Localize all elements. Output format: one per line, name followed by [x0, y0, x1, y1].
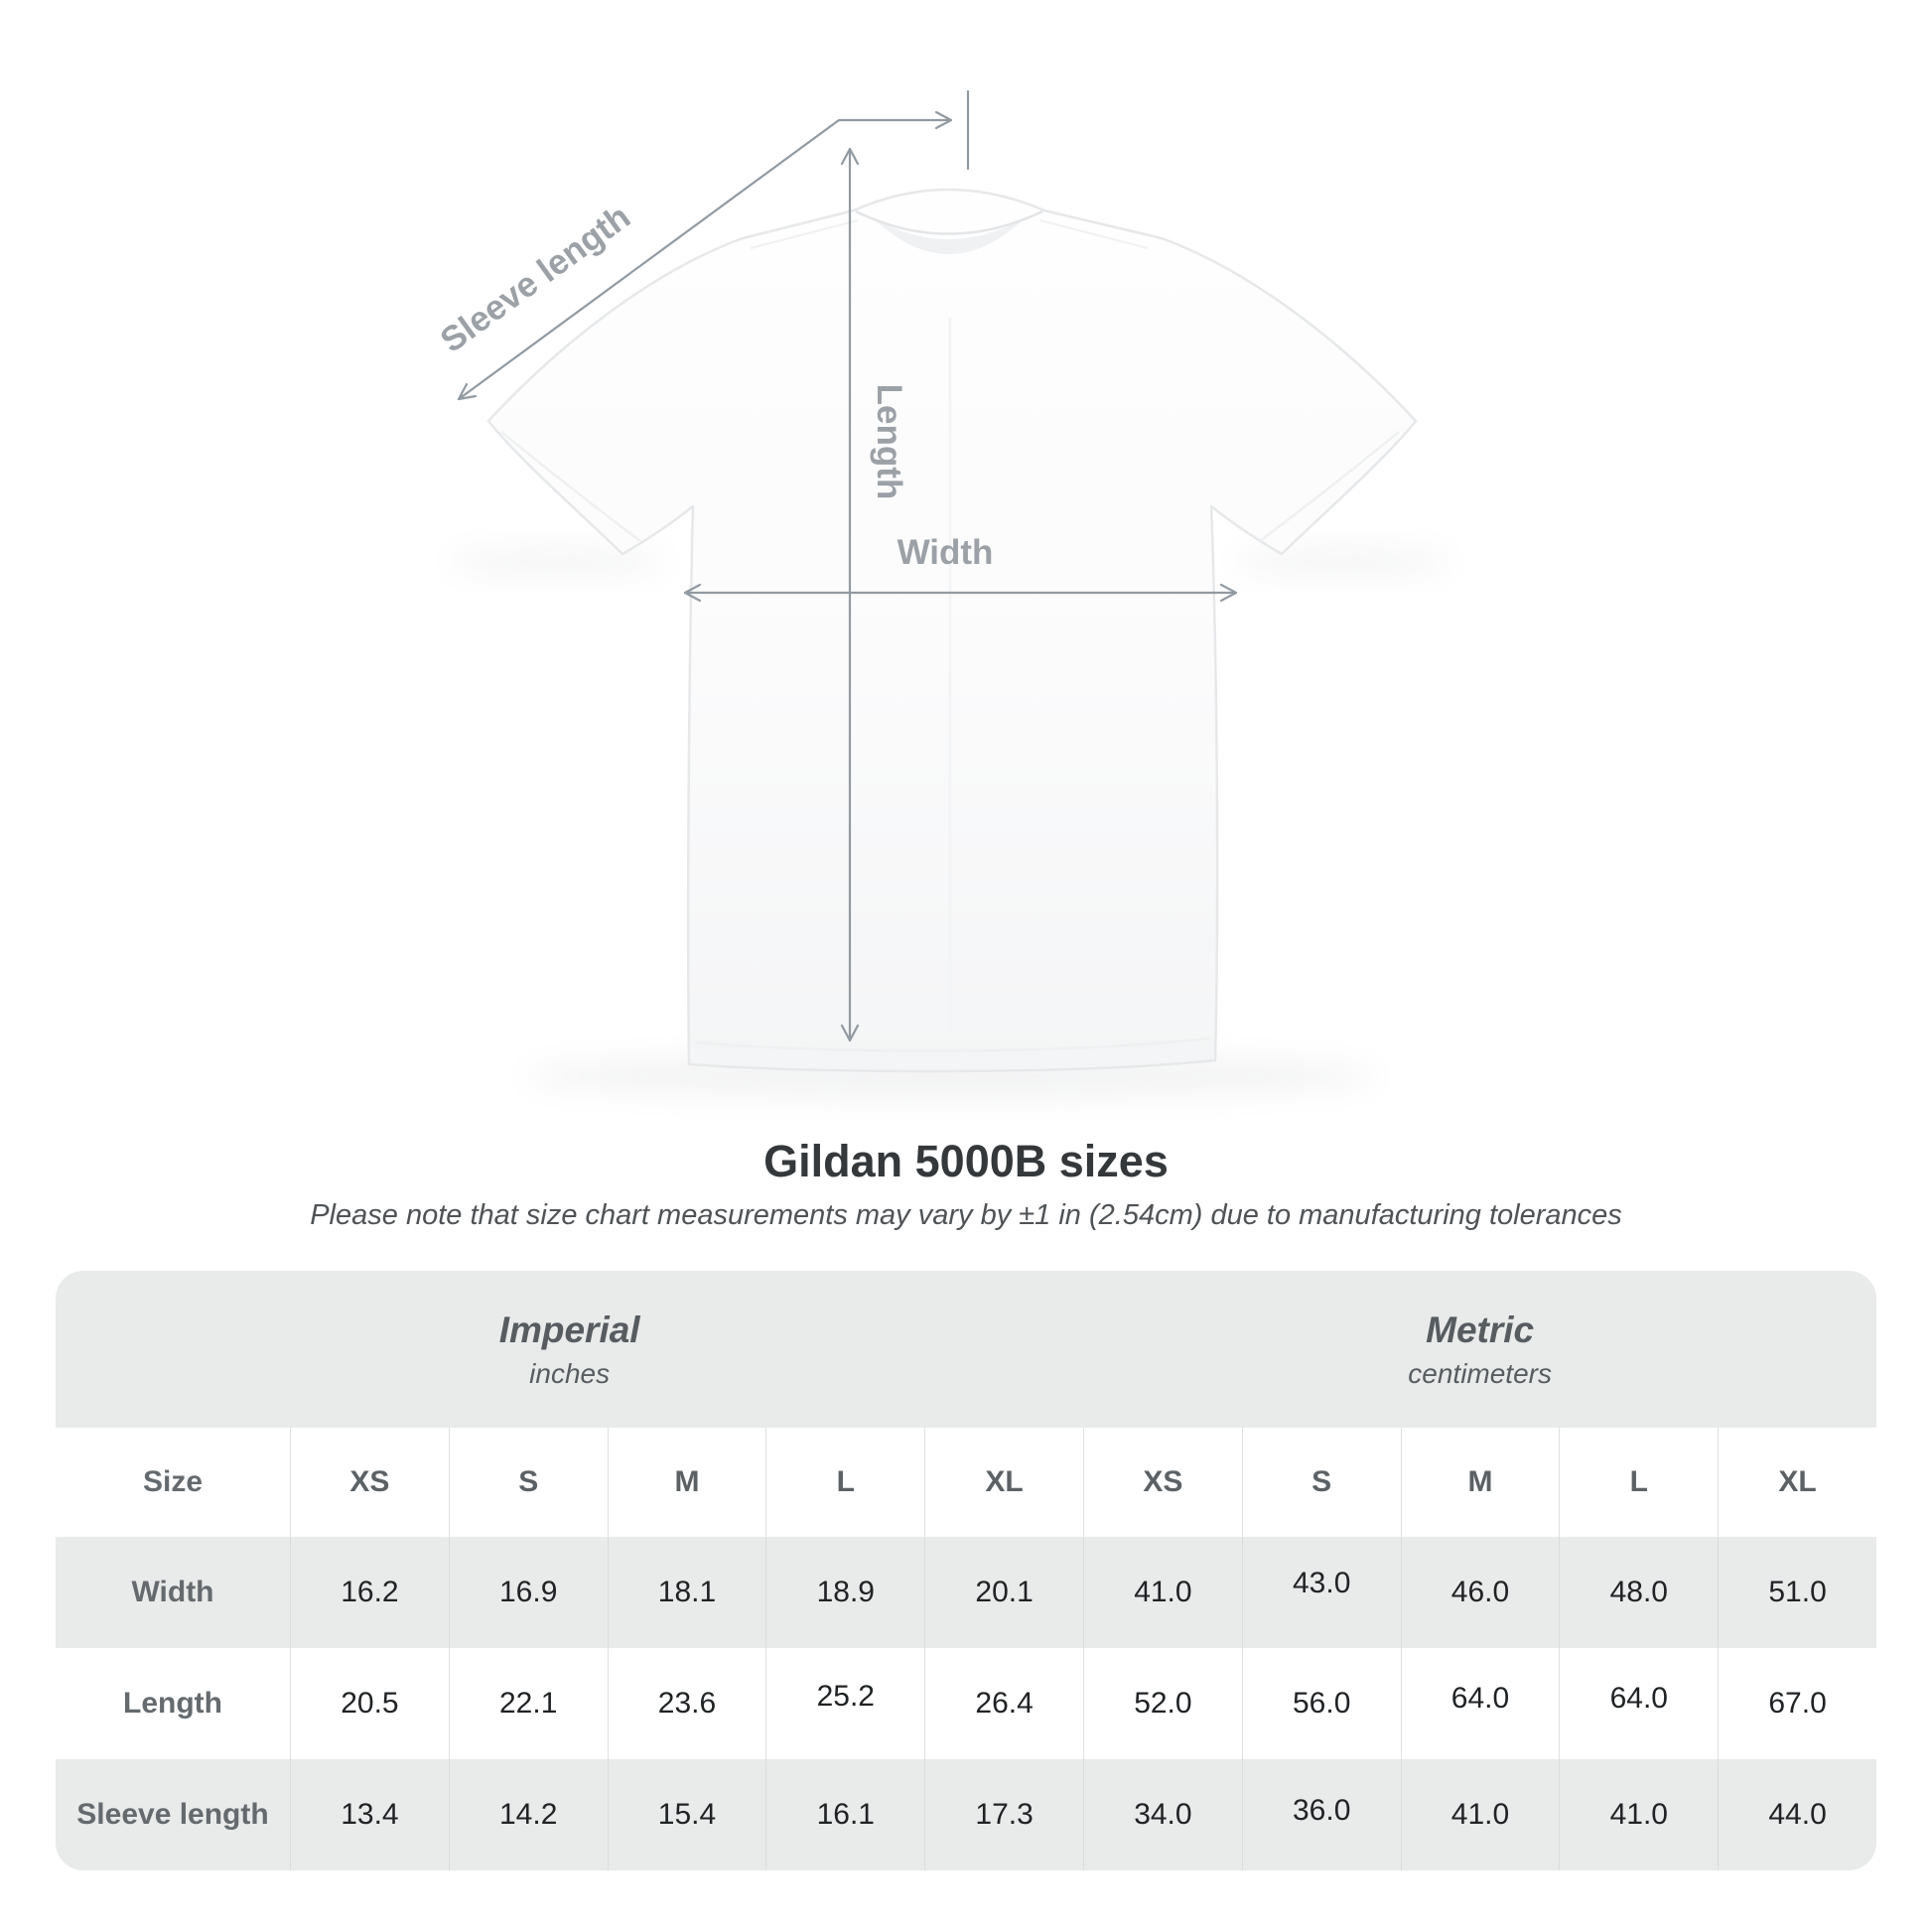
sleeve-length-dimension-line: [457, 118, 841, 401]
size-col-header: Size: [142, 1465, 204, 1498]
value-cell: 16.1: [765, 1759, 924, 1870]
table-row-length: Length 20.5 22.1 23.6 25.2 26.4 52.0 56.…: [56, 1648, 1876, 1759]
value-cell: 15.4: [607, 1759, 766, 1870]
size-header-cell: XS: [290, 1428, 449, 1537]
right-sleeve-shadow: [1233, 546, 1451, 578]
table-row-width: Width 16.2 16.9 18.1 18.9 20.1 41.0 43.0…: [56, 1537, 1876, 1648]
size-header-row: Size XS S M L XL XS S M L XL: [56, 1428, 1876, 1537]
unit-sublabel-metric: centimeters: [1408, 1357, 1552, 1389]
left-cuff-seam: [500, 431, 641, 542]
unit-sublabel-imperial: inches: [529, 1357, 611, 1389]
value-cell: 64.0: [1559, 1648, 1718, 1759]
row-label: Width: [131, 1576, 214, 1608]
value-cell: 26.4: [924, 1648, 1083, 1759]
unit-name-metric: Metric: [1426, 1309, 1535, 1350]
value-cell: 36.0: [1241, 1759, 1401, 1870]
value-cell: 41.0: [1400, 1759, 1560, 1870]
value-cell: 51.0: [1718, 1537, 1876, 1648]
unit-header-metric: Metric centimeters: [1083, 1271, 1876, 1428]
size-header-cell: XL: [1718, 1428, 1876, 1537]
value-cell: 23.6: [607, 1648, 766, 1759]
value-cell: 67.0: [1718, 1648, 1876, 1759]
value-cell: 56.0: [1241, 1648, 1401, 1759]
tshirt-graphic: [449, 188, 1451, 1098]
collar-opening: [874, 218, 1025, 254]
value-cell: 52.0: [1082, 1648, 1242, 1759]
hem-seam: [694, 1036, 1210, 1052]
size-header-cell: S: [448, 1428, 608, 1537]
tolerance-note: Please note that size chart measurements…: [310, 1199, 1622, 1231]
page-title: Gildan 5000B sizes: [763, 1136, 1169, 1186]
unit-header-imperial: Imperial inches: [56, 1271, 1083, 1428]
value-cell: 41.0: [1559, 1759, 1718, 1870]
value-cell: 13.4: [290, 1759, 449, 1870]
value-cell: 18.1: [607, 1537, 766, 1648]
collar-band-seam: [855, 209, 1043, 235]
tshirt-body: [486, 188, 1418, 1073]
value-cell: 16.2: [290, 1537, 449, 1648]
value-cell: 46.0: [1400, 1537, 1560, 1648]
value-cell: 64.0: [1400, 1648, 1560, 1759]
value-cell: 17.3: [924, 1759, 1083, 1870]
size-header-cell: L: [765, 1428, 924, 1537]
size-header-cell: L: [1559, 1428, 1718, 1537]
right-cuff-seam: [1259, 431, 1400, 542]
value-cell: 16.9: [448, 1537, 608, 1648]
value-cell: 34.0: [1082, 1759, 1242, 1870]
width-left-arrowhead-icon: [683, 583, 702, 603]
length-top-arrowhead-icon: [840, 147, 860, 166]
value-cell: 20.5: [290, 1648, 449, 1759]
sleeve-length-arrowhead-icon: [457, 382, 478, 401]
value-cell: 41.0: [1082, 1537, 1242, 1648]
value-cell: 20.1: [924, 1537, 1083, 1648]
dimension-annotations: [457, 89, 1238, 1042]
value-cell: 44.0: [1718, 1759, 1876, 1870]
value-cell: 22.1: [448, 1648, 608, 1759]
width-right-arrowhead-icon: [1219, 583, 1238, 603]
size-header-cell: M: [1400, 1428, 1560, 1537]
size-header-cell: M: [607, 1428, 766, 1537]
row-label: Length: [123, 1687, 222, 1720]
width-label: Width: [897, 533, 994, 572]
row-label: Sleeve length: [76, 1798, 269, 1831]
value-cell: 18.9: [765, 1537, 924, 1648]
shirt-figure: Sleeve length Length Width: [434, 89, 1451, 1098]
unit-header-band: Imperial inches Metric centimeters: [56, 1271, 1876, 1428]
value-cell: 14.2: [448, 1759, 608, 1870]
left-shoulder-seam: [750, 219, 859, 249]
shoulder-arrowhead-icon: [934, 110, 953, 130]
table-row-sleeve-length: Sleeve length 13.4 14.2 15.4 16.1 17.3 3…: [56, 1759, 1876, 1870]
left-sleeve-shadow: [449, 546, 667, 578]
size-header-cell: XL: [924, 1428, 1083, 1537]
value-cell: 43.0: [1241, 1537, 1401, 1648]
value-cell: 48.0: [1559, 1537, 1718, 1648]
size-table: Imperial inches Metric centimeters Size …: [56, 1271, 1876, 1870]
length-label: Length: [870, 384, 908, 500]
unit-name-imperial: Imperial: [498, 1309, 640, 1350]
length-bottom-arrowhead-icon: [840, 1024, 860, 1042]
value-cell: 25.2: [765, 1648, 924, 1759]
right-shoulder-seam: [1039, 219, 1149, 249]
size-header-cell: XS: [1082, 1428, 1242, 1537]
size-header-cell: S: [1241, 1428, 1401, 1537]
